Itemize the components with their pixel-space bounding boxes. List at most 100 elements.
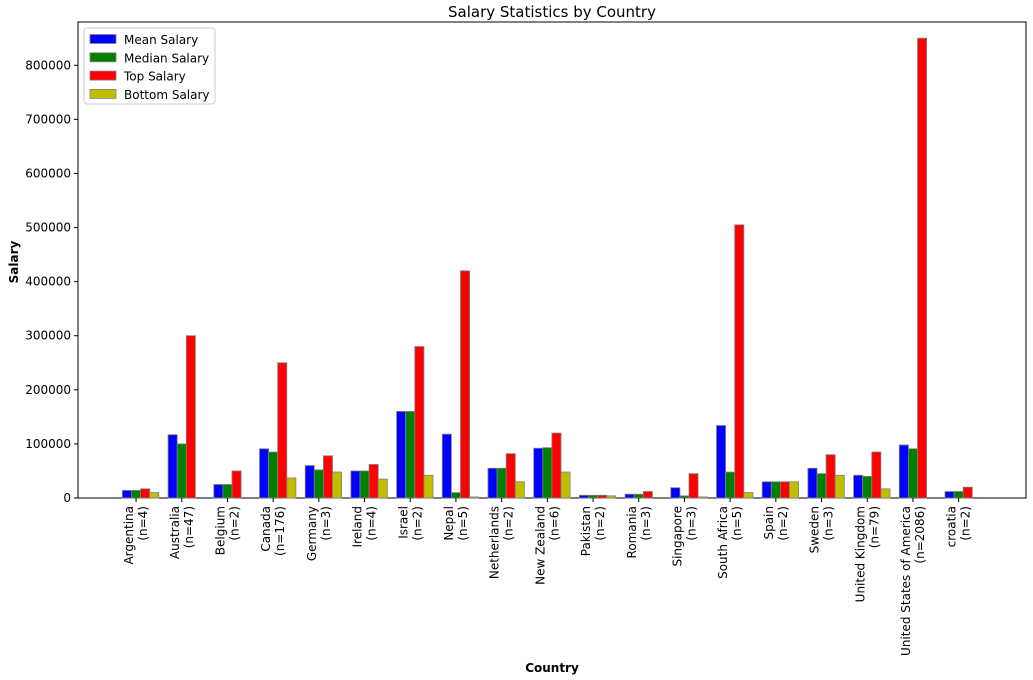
bar (789, 481, 800, 499)
bar (770, 481, 781, 499)
bar (396, 411, 407, 499)
bar (231, 470, 242, 499)
plot-frame (77, 21, 1027, 499)
x-tick-label: United Kingdom (n=79) (853, 506, 881, 602)
bar (551, 432, 562, 499)
bar (268, 451, 279, 499)
bar (405, 411, 416, 499)
bar (679, 495, 690, 499)
x-axis-label: Country (525, 661, 579, 675)
x-tick-label: Singapore (n=3) (670, 506, 698, 567)
x-tick-country: Australia (168, 506, 182, 559)
bar (259, 448, 270, 499)
x-tick-count: (n=5) (456, 506, 470, 541)
bar (176, 443, 187, 499)
x-tick-label: Spain (n=2) (762, 506, 790, 541)
y-tick-label: 300000 (25, 329, 71, 343)
bar (487, 467, 498, 499)
bar (322, 455, 333, 499)
x-tick-country: United Kingdom (853, 506, 867, 602)
x-tick-count: (n=6) (547, 506, 561, 541)
bar (359, 470, 370, 499)
x-tick-country: Argentina (122, 506, 136, 565)
x-tick-count: (n=4) (365, 506, 379, 541)
bar (450, 492, 461, 499)
bar (880, 488, 891, 499)
bar (368, 464, 379, 499)
y-tick-label: 700000 (25, 112, 71, 126)
y-tick-label: 600000 (25, 166, 71, 180)
x-tick-country: Spain (762, 506, 776, 540)
bar (560, 471, 571, 499)
x-tick-label: New Zealand (n=6) (533, 506, 561, 585)
x-tick-count: (n=2) (502, 506, 516, 541)
y-tick-label: 800000 (25, 58, 71, 72)
bar (460, 270, 471, 499)
x-tick-count: (n=2086) (913, 506, 927, 564)
x-tick-country: Singapore (670, 506, 684, 567)
x-tick-count: (n=3) (822, 506, 836, 541)
legend-frame (83, 27, 216, 105)
x-tick-count: (n=2) (776, 506, 790, 541)
bar (780, 481, 790, 499)
bar (588, 494, 599, 499)
bar (597, 494, 608, 499)
chart-title: Salary Statistics by Country (448, 3, 656, 21)
bar (131, 490, 142, 499)
x-tick-country: Sweden (808, 506, 822, 553)
x-tick-country: United States of America (899, 506, 913, 656)
bar (514, 481, 525, 499)
bar (917, 37, 928, 499)
x-tick-label: Sweden (n=3) (808, 506, 836, 553)
x-tick-count: (n=3) (684, 506, 698, 541)
x-tick-country: Israel (396, 506, 410, 539)
y-tick-label: 500000 (25, 221, 71, 235)
bar (350, 470, 361, 499)
legend-label: Top Salary (123, 70, 186, 84)
bar (834, 474, 845, 499)
x-tick-count: (n=2) (410, 506, 424, 541)
bar (332, 471, 343, 499)
bar (167, 434, 178, 499)
legend: Mean Salary Median Salary Top Salary Bottom… (83, 27, 216, 105)
x-tick-label: Argentina (n=4) (122, 506, 150, 565)
y-tick-label: 100000 (25, 437, 71, 451)
bar (716, 425, 727, 499)
x-tick-label: Netherlands (n=2) (488, 506, 516, 579)
x-tick-country: New Zealand (533, 506, 547, 585)
bar (213, 484, 224, 499)
x-tick-count: (n=2) (227, 506, 241, 541)
legend-label: Mean Salary (124, 33, 198, 47)
legend-swatch (89, 89, 117, 99)
x-tick-country: Canada (259, 506, 273, 552)
bar (414, 346, 425, 499)
y-tick-label: 200000 (25, 383, 71, 397)
bar (725, 471, 736, 499)
bar (606, 495, 617, 499)
legend-swatch (89, 34, 117, 44)
bar (633, 493, 644, 499)
bar (140, 488, 151, 499)
bar (579, 494, 589, 499)
x-tick-country: Ireland (351, 506, 365, 548)
bar (807, 467, 818, 499)
bar (277, 362, 288, 499)
x-tick-country: Romania (625, 506, 639, 558)
x-tick-label: Australia (n=47) (168, 506, 196, 559)
x-tick-count: (n=5) (730, 506, 744, 541)
bar (149, 492, 160, 499)
bar (222, 484, 233, 499)
bar (898, 444, 909, 499)
bar (286, 477, 297, 499)
bar (496, 467, 507, 499)
x-tick-label: Romania (n=3) (625, 506, 653, 558)
x-tick-country: South Africa (716, 506, 730, 579)
bar (944, 491, 955, 499)
x-tick-count: (n=3) (639, 506, 653, 541)
bar (816, 473, 827, 499)
x-tick-label: Pakistan (n=2) (579, 506, 607, 556)
bar (313, 469, 324, 499)
x-tick-country: Nepal (442, 506, 456, 541)
bar (908, 448, 918, 499)
bar (734, 224, 745, 499)
